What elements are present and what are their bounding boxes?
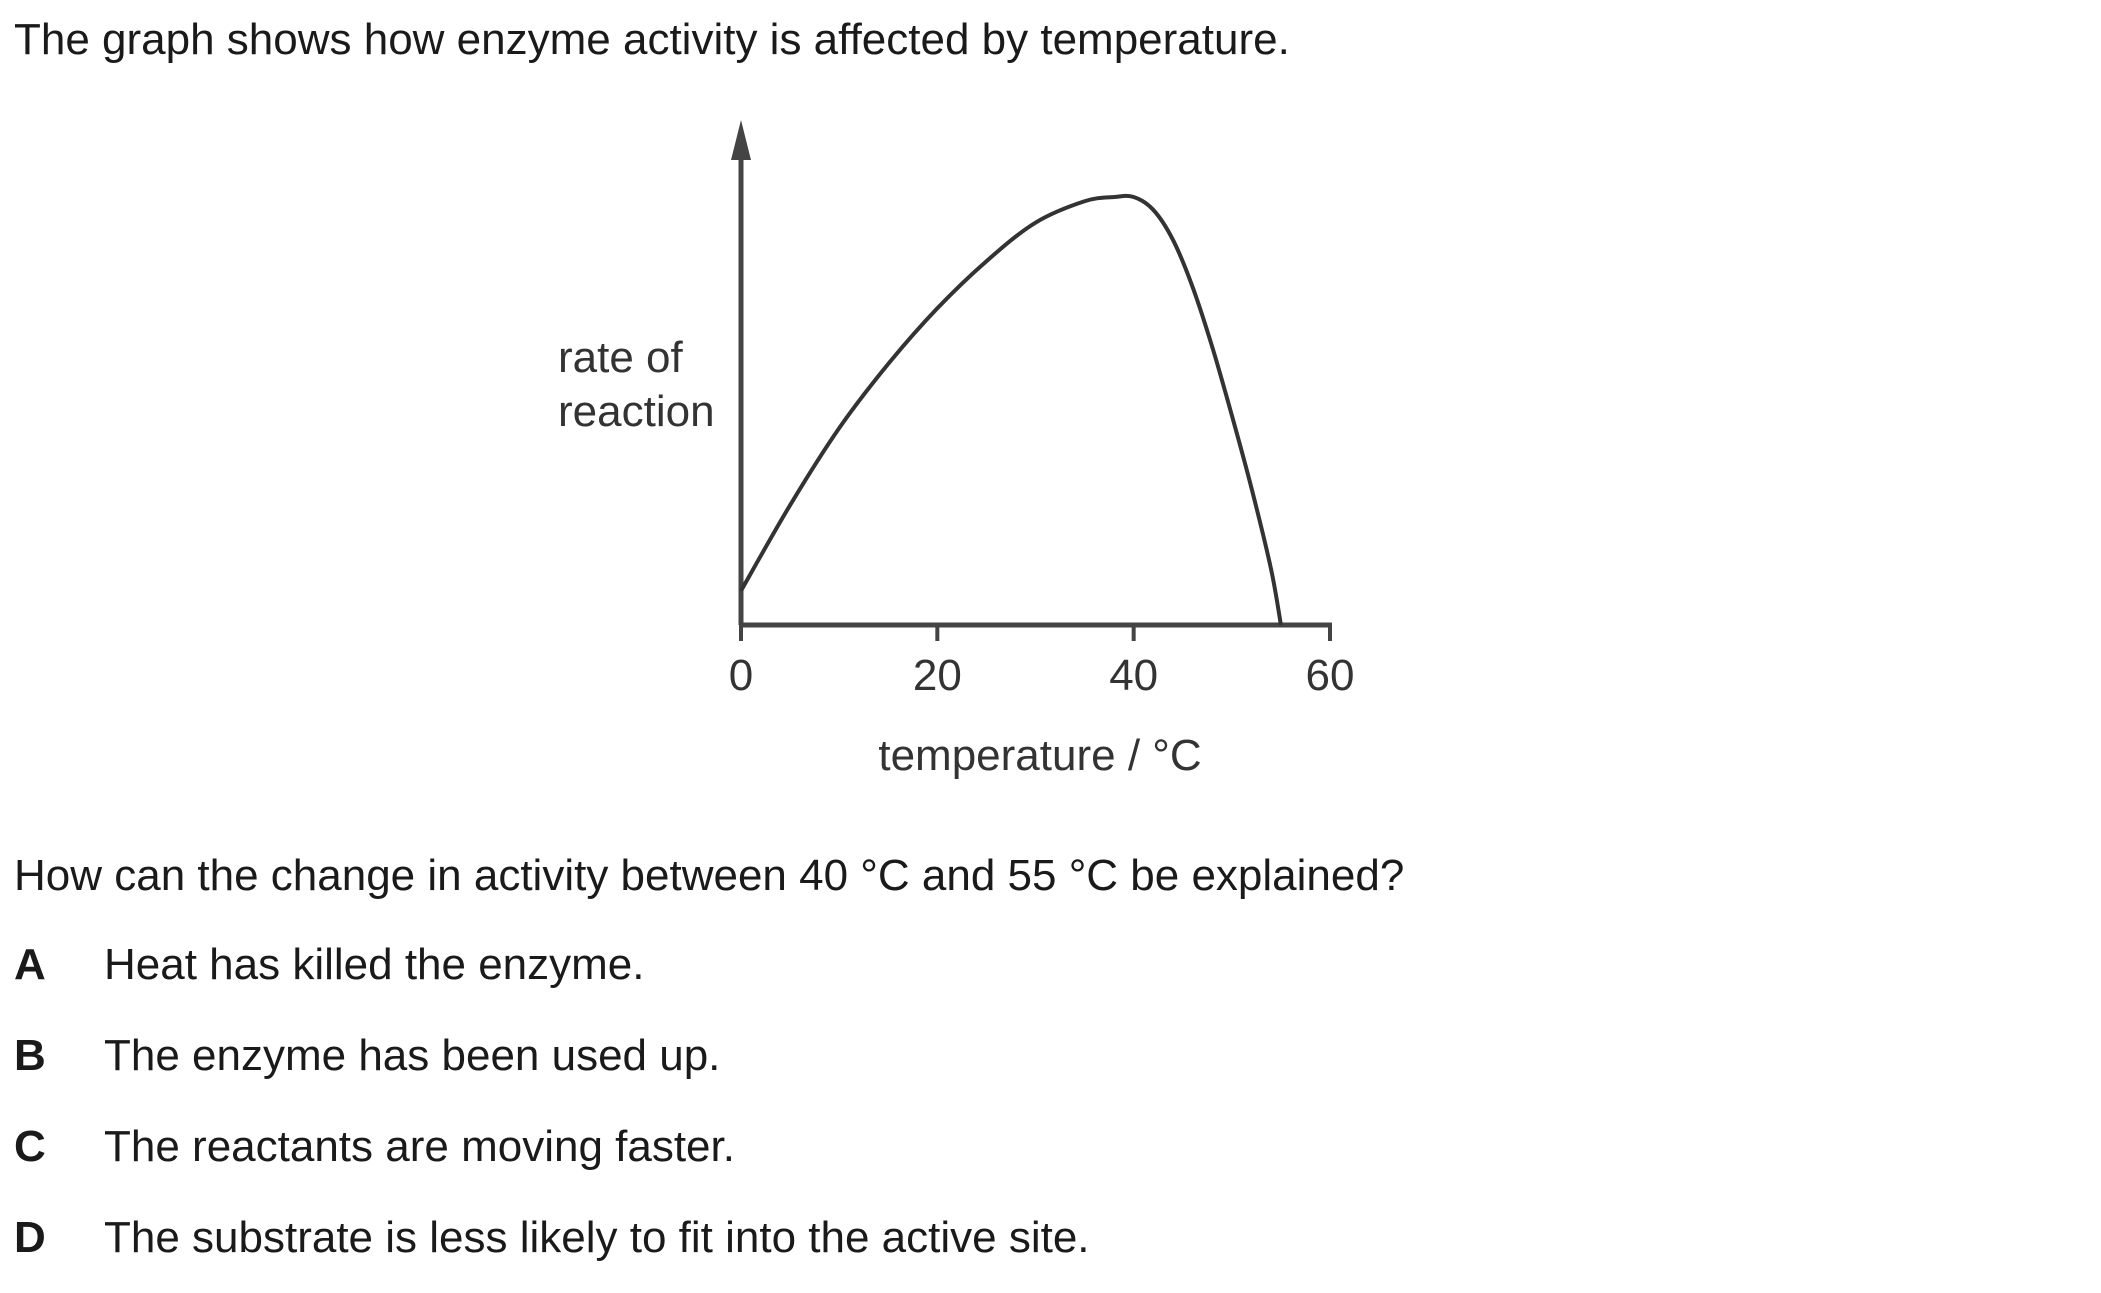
- option-c-text: The reactants are moving faster.: [104, 1122, 735, 1171]
- option-c-letter: C: [14, 1122, 46, 1171]
- option-a-letter: A: [14, 940, 46, 989]
- enzyme-activity-graph: 0 20 40 60 rate of reaction temperature / °…: [558, 120, 1355, 780]
- rate-curve: [739, 193, 1283, 626]
- y-axis-label-line-1: rate of: [558, 333, 684, 382]
- x-tick-label-40: 40: [1109, 651, 1158, 700]
- question-text: How can the change in activity between 4…: [14, 851, 1405, 900]
- option-b-letter: B: [14, 1031, 46, 1080]
- option-d-text: The substrate is less likely to fit into…: [104, 1213, 1090, 1262]
- x-tick-label-0: 0: [729, 651, 753, 700]
- y-axis-arrow-icon: [731, 120, 751, 160]
- intro-text: The graph shows how enzyme activity is a…: [14, 15, 1290, 64]
- x-axis-ticks: 0 20 40 60: [729, 625, 1355, 700]
- y-axis-label-line-2: reaction: [558, 387, 715, 436]
- x-tick-label-20: 20: [913, 651, 962, 700]
- option-b-text: The enzyme has been used up.: [104, 1031, 721, 1080]
- option-d-letter: D: [14, 1213, 46, 1262]
- x-tick-label-60: 60: [1306, 651, 1355, 700]
- x-axis-label: temperature / °C: [878, 731, 1201, 780]
- option-a-text: Heat has killed the enzyme.: [104, 940, 645, 989]
